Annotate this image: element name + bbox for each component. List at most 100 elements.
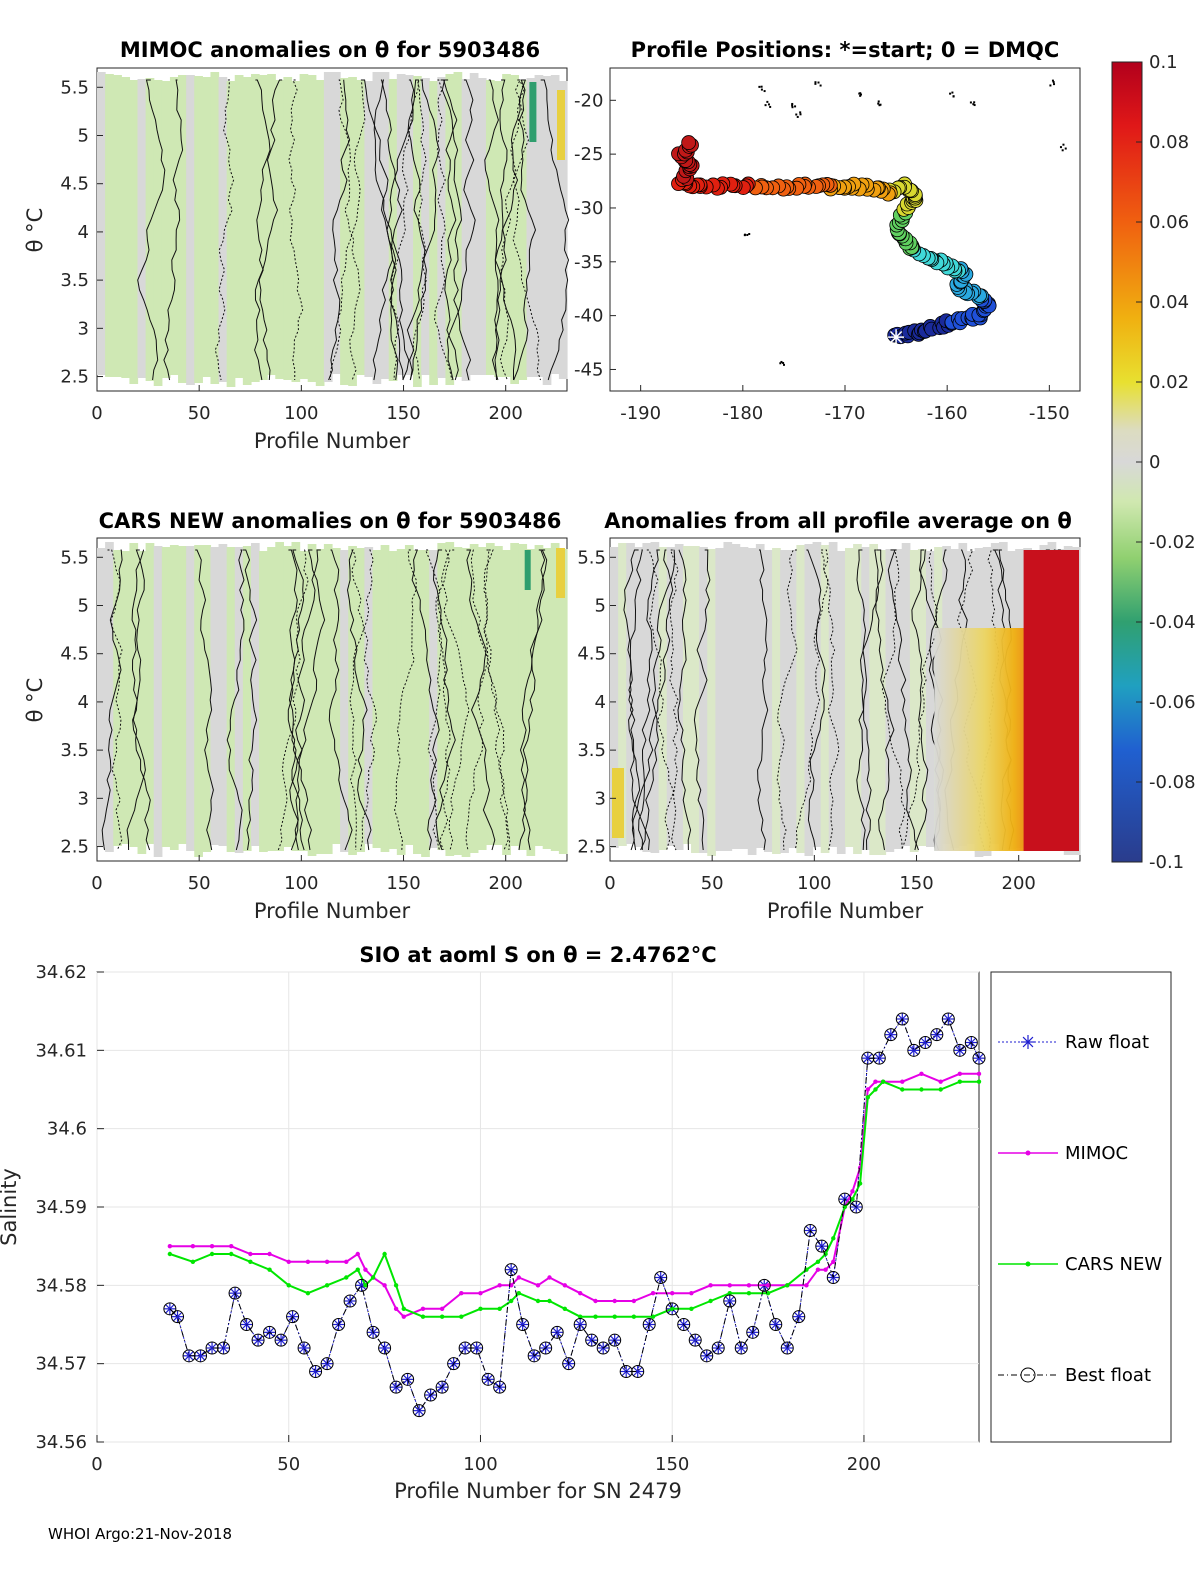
- contour-line: [277, 549, 309, 851]
- contour-line: [362, 79, 404, 381]
- island-dot: [767, 103, 770, 106]
- field-column: [202, 77, 212, 377]
- raw-float-point: [874, 1053, 884, 1063]
- salinity-panel: SIO at aoml S on θ = 2.4762°C 34.56 34.57…: [0, 943, 1172, 1503]
- best-float-point: [481, 1372, 495, 1386]
- island-dot: [1061, 149, 1064, 152]
- field-column: [877, 550, 887, 855]
- y-tick-label: 2.5: [577, 837, 606, 858]
- x-tick-label: 100: [284, 403, 318, 424]
- island-dot: [760, 85, 763, 88]
- raw-float-point: [886, 1029, 896, 1040]
- field-column: [372, 72, 382, 384]
- field-column: [372, 550, 382, 848]
- y-tick-label: 3: [78, 788, 89, 809]
- cars-new-point: [562, 1306, 568, 1312]
- best-float-point: [964, 1036, 978, 1049]
- field-column: [413, 550, 422, 854]
- field-column: [242, 546, 252, 851]
- x-tick-label: 0: [91, 873, 102, 894]
- field-column: [396, 74, 406, 375]
- mimoc-point: [562, 1283, 568, 1288]
- cars-new-point: [305, 1290, 311, 1296]
- field-column: [250, 74, 260, 382]
- colorbar: 0.1 0.08 0.06 0.04 0.02 0 -0.02 -0.04 -0.06 -0.08…: [1111, 52, 1196, 873]
- cars-new-point: [516, 1290, 522, 1296]
- best-float-point: [550, 1325, 564, 1339]
- cars-new-point: [577, 1314, 583, 1319]
- field-column: [364, 81, 374, 377]
- mimoc-panel: MIMOC anomalies on θ for 5903486 2.5 3 3.5…: [23, 38, 570, 453]
- cars-new-point: [355, 1267, 360, 1272]
- contour-line: [664, 549, 679, 851]
- x-tick-label: 50: [701, 873, 724, 894]
- mimoc-point: [355, 1251, 360, 1257]
- y-tick-label: 2.5: [60, 837, 89, 858]
- field-column: [461, 79, 471, 381]
- island-dot: [769, 105, 772, 108]
- contour-line: [294, 549, 321, 851]
- island-dot: [860, 93, 863, 96]
- contour-line: [242, 549, 258, 851]
- field-column: [453, 547, 463, 855]
- raw-float-point: [299, 1343, 309, 1353]
- mimoc-point: [708, 1283, 713, 1288]
- positions-axes-box: [609, 67, 1081, 392]
- raw-float-point: [218, 1343, 229, 1353]
- field-column: [650, 542, 660, 853]
- cars-new-point: [785, 1283, 790, 1288]
- field-column: [780, 550, 789, 853]
- cars-new-point: [324, 1283, 330, 1288]
- contour-line: [137, 79, 166, 381]
- mimoc-point: [865, 1087, 870, 1092]
- island-dot: [1052, 81, 1055, 84]
- x-tick-label: -150: [1029, 403, 1070, 424]
- field-column: [161, 81, 171, 378]
- x-tick-label: 150: [655, 1454, 689, 1475]
- field-column: [715, 548, 725, 851]
- colorbar-tick-label: -0.1: [1149, 852, 1184, 873]
- contour-line: [693, 549, 711, 851]
- contour-line: [287, 549, 312, 851]
- y-tick-label: -30: [574, 198, 603, 219]
- cars-new-point: [865, 1095, 870, 1100]
- raw-float-point: [195, 1351, 206, 1361]
- field-column: [307, 544, 317, 856]
- field-column: [388, 79, 398, 381]
- best-float-point: [343, 1294, 357, 1308]
- y-tick-label: 5.5: [577, 547, 606, 568]
- field-column: [218, 544, 228, 846]
- best-float-point: [240, 1318, 254, 1331]
- field-column: [723, 542, 733, 851]
- colorbar-tick-label: 0.02: [1149, 372, 1189, 393]
- cars-new-point: [209, 1251, 215, 1257]
- cars-anomaly-field: [97, 542, 568, 857]
- cars-new-point: [650, 1314, 656, 1319]
- field-column: [477, 78, 487, 375]
- cars-new-point: [746, 1290, 752, 1296]
- field-highlight: [556, 548, 565, 598]
- field-highlight: [557, 90, 565, 160]
- contour-line: [163, 79, 184, 381]
- field-column: [755, 544, 765, 848]
- contour-line: [483, 549, 511, 851]
- best-float-point: [803, 1224, 817, 1237]
- cars-new-point: [439, 1314, 445, 1319]
- cars-panel: CARS NEW anomalies on θ for 5903486 2.5 3…: [23, 509, 568, 923]
- y-tick-label: 5.5: [60, 77, 89, 98]
- mimoc-point: [612, 1298, 617, 1304]
- field-column: [267, 547, 276, 851]
- best-float-point: [746, 1325, 760, 1339]
- contour-line: [911, 549, 929, 851]
- field-column: [421, 550, 430, 857]
- cars-new-point: [535, 1298, 541, 1304]
- field-column: [178, 75, 187, 383]
- contour-line: [513, 79, 537, 381]
- best-float-point: [608, 1333, 622, 1347]
- contour-line: [346, 549, 372, 851]
- island-dot: [795, 113, 798, 116]
- island-dot: [877, 100, 880, 103]
- field-column: [804, 544, 814, 856]
- cars-x-ticks: 0 50 100 150 200: [91, 855, 523, 894]
- best-float-point: [163, 1302, 177, 1316]
